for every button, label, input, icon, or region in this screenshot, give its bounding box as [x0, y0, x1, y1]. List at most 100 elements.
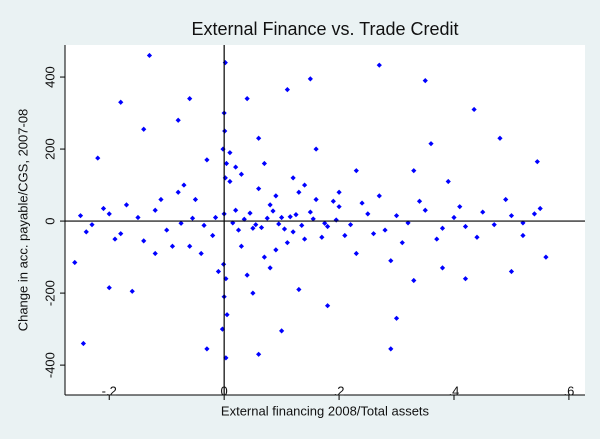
point: [336, 189, 342, 195]
chart-title: External Finance vs. Trade Credit: [191, 19, 458, 39]
point: [181, 182, 187, 188]
point: [347, 222, 354, 228]
point: [118, 231, 124, 237]
point: [491, 222, 497, 228]
point: [118, 99, 124, 105]
point: [146, 52, 153, 59]
point: [393, 213, 400, 219]
point: [189, 215, 196, 221]
point: [537, 205, 543, 212]
point: [451, 214, 457, 221]
point: [279, 214, 285, 221]
point: [284, 87, 290, 93]
point: [250, 290, 256, 296]
point: [296, 189, 302, 195]
point: [462, 276, 469, 282]
point: [336, 204, 342, 210]
point: [258, 224, 265, 231]
x-tick-label: -.2: [102, 383, 117, 398]
point: [322, 220, 328, 226]
point: [72, 259, 78, 266]
point: [267, 265, 273, 271]
point: [434, 236, 440, 242]
point: [244, 272, 250, 278]
point: [411, 277, 417, 284]
point: [376, 62, 382, 68]
point: [497, 135, 503, 141]
point: [256, 135, 262, 141]
point: [422, 207, 428, 213]
point: [324, 223, 331, 230]
point: [227, 150, 233, 156]
point: [359, 200, 365, 206]
point: [267, 202, 273, 208]
point: [233, 164, 239, 170]
point: [313, 196, 319, 203]
point: [405, 220, 411, 226]
point: [428, 141, 434, 147]
point: [422, 78, 428, 84]
point: [376, 193, 382, 199]
point: [299, 222, 305, 229]
point: [187, 243, 193, 249]
point: [520, 232, 526, 239]
point: [353, 168, 359, 174]
y-tick-label: 400: [42, 66, 57, 88]
point: [508, 268, 515, 275]
point: [416, 198, 423, 204]
point: [302, 236, 308, 242]
point: [178, 220, 184, 226]
point: [204, 346, 210, 352]
point: [270, 208, 276, 214]
point: [281, 226, 288, 232]
x-axis-title: External financing 2008/Total assets: [221, 403, 430, 418]
point: [175, 189, 181, 195]
point: [100, 205, 107, 212]
point: [388, 258, 394, 264]
point: [276, 221, 282, 227]
point: [223, 160, 230, 167]
point: [307, 209, 313, 215]
point: [393, 315, 400, 321]
point: [307, 76, 313, 82]
point: [204, 157, 210, 163]
point: [480, 209, 486, 215]
point: [135, 214, 141, 221]
point: [235, 227, 242, 233]
point: [223, 355, 229, 361]
point: [382, 227, 388, 233]
point: [287, 214, 293, 220]
point: [152, 207, 158, 213]
point: [264, 215, 270, 221]
point: [233, 207, 239, 213]
point: [365, 211, 371, 217]
y-tick-label: 0: [42, 217, 57, 224]
point: [543, 254, 549, 260]
point: [141, 238, 147, 244]
point: [238, 243, 244, 249]
point: [215, 268, 222, 275]
point: [198, 250, 204, 257]
point: [330, 198, 336, 204]
point: [256, 351, 262, 357]
point: [224, 312, 230, 318]
point: [534, 159, 540, 165]
point: [279, 328, 285, 334]
point: [290, 175, 296, 181]
point: [261, 254, 267, 260]
point: [123, 202, 130, 208]
point: [169, 243, 176, 249]
point: [284, 240, 290, 246]
y-tick-label: -400: [42, 352, 57, 378]
point: [324, 303, 331, 309]
point: [370, 231, 377, 237]
point: [210, 232, 216, 239]
point: [290, 229, 296, 235]
point: [293, 211, 299, 218]
point: [247, 210, 253, 216]
point: [342, 232, 348, 239]
point: [457, 204, 463, 210]
point: [238, 171, 244, 177]
y-axis-title: Change in acc. payable/CGS, 2007-08: [15, 109, 30, 332]
